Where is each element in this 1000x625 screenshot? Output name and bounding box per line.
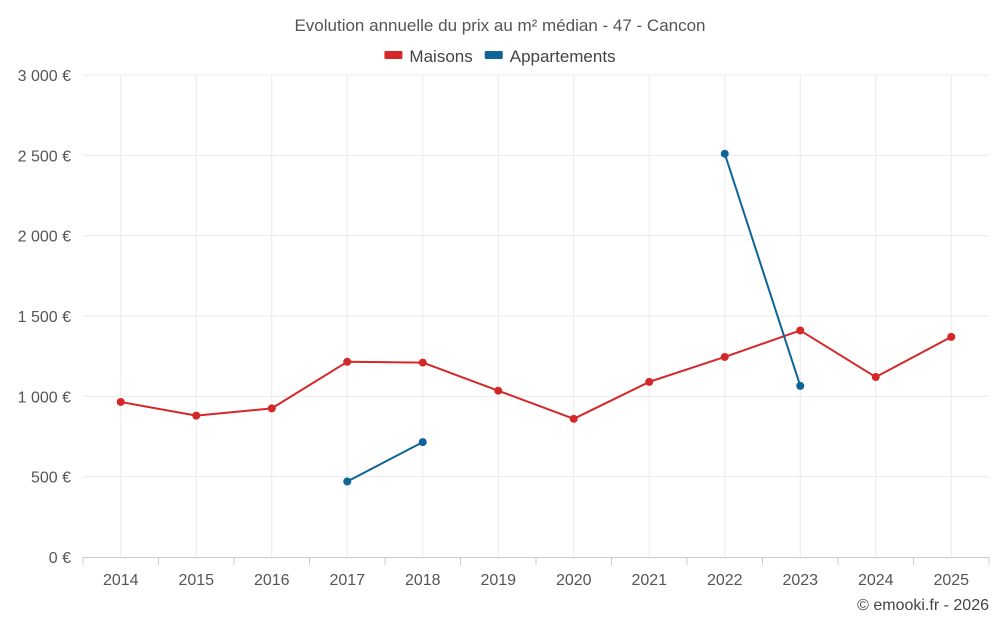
x-axis: 2014 2015 2016 2017 2018 2019 2020 2021 2022 2023… bbox=[82, 557, 990, 589]
legend: Maisons Appartements bbox=[384, 47, 616, 66]
y-axis: 0 € 500 € 1 000 € 1 500 € 2 000 € 2 500 € 3 00… bbox=[18, 68, 71, 567]
x-tick-label-2023: 2023 bbox=[782, 572, 818, 589]
y-tick-label-0: 0 € bbox=[49, 550, 71, 567]
data-point-maisons-2025[interactable] bbox=[947, 332, 956, 341]
data-point-appartements-2017[interactable] bbox=[343, 477, 352, 486]
y-tick-label-2000: 2 000 € bbox=[18, 229, 71, 246]
series-line-appartements bbox=[723, 153, 802, 387]
y-tick-label-1500: 1 500 € bbox=[18, 309, 71, 326]
legend-swatch-appartements bbox=[484, 51, 503, 59]
data-point-appartements-2023[interactable] bbox=[796, 381, 805, 390]
x-tick-label-2016: 2016 bbox=[254, 572, 290, 589]
grid bbox=[83, 74, 989, 557]
data-point-maisons-2020[interactable] bbox=[569, 414, 578, 423]
data-point-maisons-2014[interactable] bbox=[116, 397, 125, 406]
data-point-appartements-2018[interactable] bbox=[418, 438, 427, 447]
x-tick-label-2022: 2022 bbox=[707, 572, 743, 589]
data-point-appartements-2022[interactable] bbox=[720, 149, 729, 158]
legend-swatch-maisons bbox=[384, 51, 403, 59]
data-point-maisons-2018[interactable] bbox=[418, 358, 427, 367]
x-tick-label-2020: 2020 bbox=[556, 572, 592, 589]
chart-title: Evolution annuelle du prix au m² médian … bbox=[294, 16, 705, 35]
data-point-maisons-2017[interactable] bbox=[343, 357, 352, 366]
legend-item-maisons[interactable]: Maisons bbox=[384, 47, 473, 66]
x-tick-label-2024: 2024 bbox=[858, 572, 894, 589]
data-point-maisons-2024[interactable] bbox=[871, 373, 880, 382]
legend-label-maisons: Maisons bbox=[409, 47, 472, 66]
data-point-maisons-2016[interactable] bbox=[267, 404, 276, 413]
y-tick-label-2500: 2 500 € bbox=[18, 148, 71, 165]
legend-item-appartements[interactable]: Appartements bbox=[484, 47, 616, 66]
data-point-maisons-2023[interactable] bbox=[796, 326, 805, 335]
y-tick-label-1000: 1 000 € bbox=[18, 389, 71, 406]
y-tick-label-500: 500 € bbox=[31, 470, 71, 487]
x-tick-label-2015: 2015 bbox=[178, 572, 214, 589]
data-point-maisons-2021[interactable] bbox=[645, 377, 654, 386]
x-tick-label-2014: 2014 bbox=[103, 572, 139, 589]
data-point-maisons-2019[interactable] bbox=[494, 386, 503, 395]
data-point-maisons-2022[interactable] bbox=[720, 352, 729, 361]
x-tick-label-2025: 2025 bbox=[933, 572, 969, 589]
series-layer bbox=[116, 149, 956, 486]
legend-label-appartements: Appartements bbox=[510, 47, 616, 66]
x-tick-label-2021: 2021 bbox=[631, 572, 667, 589]
credit-text: © emooki.fr - 2026 bbox=[857, 597, 989, 614]
x-tick-label-2018: 2018 bbox=[405, 572, 441, 589]
y-tick-label-3000: 3 000 € bbox=[18, 68, 71, 85]
series-maisons bbox=[116, 326, 956, 423]
x-tick-label-2019: 2019 bbox=[480, 572, 516, 589]
series-line-maisons bbox=[120, 329, 952, 420]
data-point-maisons-2015[interactable] bbox=[192, 411, 201, 420]
series-appartements bbox=[343, 149, 805, 486]
series-line-appartements bbox=[346, 441, 424, 483]
x-tick-label-2017: 2017 bbox=[329, 572, 365, 589]
